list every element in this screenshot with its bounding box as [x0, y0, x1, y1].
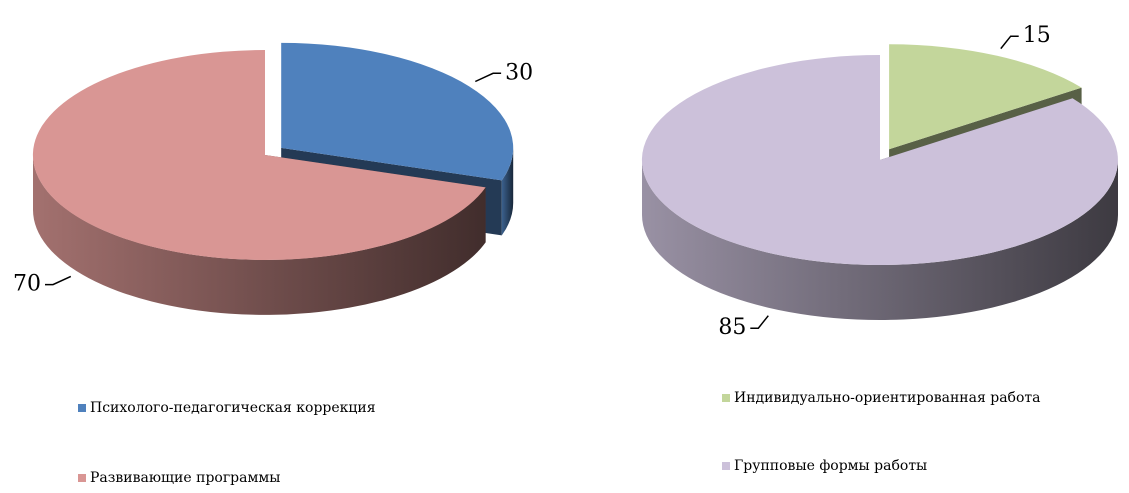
- pie-slice: [281, 42, 514, 181]
- legend-label: Психолого-педагогическая коррекция: [90, 400, 376, 416]
- slice-side: [501, 147, 514, 236]
- leader-line: [474, 72, 502, 83]
- leader-line: [1000, 35, 1019, 50]
- legend-swatch: [722, 462, 730, 470]
- slice-side: [33, 155, 486, 315]
- pie-slice: [32, 49, 486, 260]
- legend-label: Индивидуально-ориентированная работа: [734, 390, 1041, 406]
- pie-slice: [641, 54, 1118, 265]
- value-label: 70: [13, 272, 41, 297]
- leader-line: [750, 315, 769, 329]
- value-label: 85: [718, 315, 746, 340]
- legend-swatch: [722, 394, 730, 402]
- legend-label: Развивающие программы: [90, 470, 280, 486]
- legend-label: Групповые формы работы: [734, 458, 927, 474]
- leader-line: [45, 275, 72, 286]
- pie-slice: [889, 44, 1082, 150]
- slice-side: [642, 160, 1118, 320]
- legend-swatch: [78, 474, 86, 482]
- value-label: 30: [505, 60, 533, 85]
- legend-swatch: [78, 404, 86, 412]
- value-label: 15: [1023, 23, 1051, 48]
